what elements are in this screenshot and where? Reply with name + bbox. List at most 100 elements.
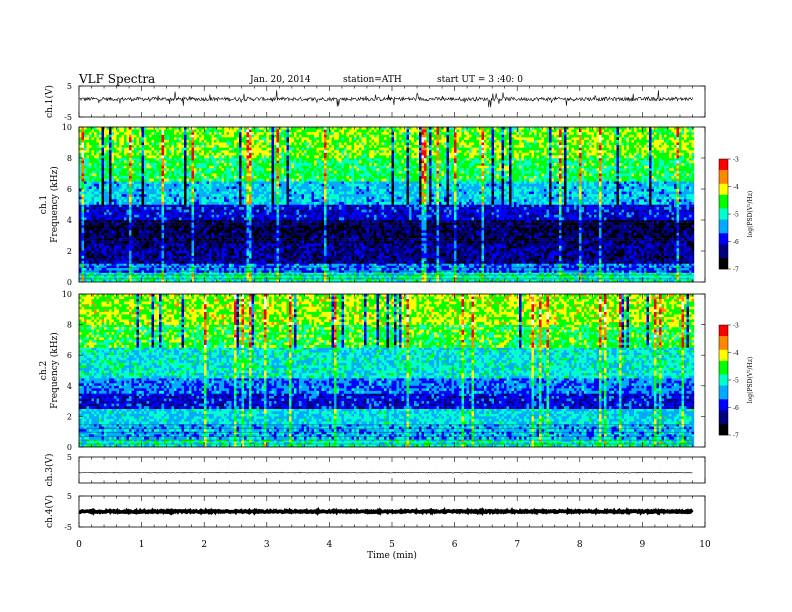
psd-cell xyxy=(554,270,557,273)
psd-cell xyxy=(632,225,635,228)
psd-cell xyxy=(262,253,265,256)
psd-cell xyxy=(484,225,487,228)
psd-cell xyxy=(317,256,320,259)
psd-cell xyxy=(109,275,112,278)
psd-cell xyxy=(619,246,622,249)
psd-cell xyxy=(677,220,680,223)
psd-cell xyxy=(154,246,157,249)
psd-cell xyxy=(547,263,550,266)
psd-cell xyxy=(394,228,397,231)
psd-cell xyxy=(482,263,485,266)
psd-cell xyxy=(204,263,207,266)
psd-cell xyxy=(552,246,555,249)
psd-cell xyxy=(222,243,225,246)
psd-cell xyxy=(527,246,530,249)
psd-cell xyxy=(274,263,277,266)
psd-cell xyxy=(119,220,122,223)
psd-cell xyxy=(242,246,245,249)
psd-cell xyxy=(159,225,162,228)
psd-cell xyxy=(572,263,575,266)
psd-cell xyxy=(554,275,557,278)
psd-cell xyxy=(212,266,215,269)
psd-cell xyxy=(249,220,252,223)
psd-cell xyxy=(627,266,630,269)
psd-cell xyxy=(212,253,215,256)
psd-cell xyxy=(192,275,195,278)
psd-cell xyxy=(84,225,87,228)
psd-cell xyxy=(689,268,692,271)
psd-cell xyxy=(112,261,115,264)
psd-cell xyxy=(582,251,585,254)
psd-cell xyxy=(374,220,377,223)
psd-cell xyxy=(507,256,510,259)
psd-cell xyxy=(414,258,417,261)
psd-cell xyxy=(642,243,645,246)
psd-cell xyxy=(129,263,132,266)
psd-cell xyxy=(407,258,410,261)
psd-cell xyxy=(244,246,247,249)
psd-cell xyxy=(619,275,622,278)
psd-cell xyxy=(369,251,372,254)
psd-cell xyxy=(634,270,637,273)
psd-cell xyxy=(247,275,250,278)
psd-cell xyxy=(542,258,545,261)
psd-cell xyxy=(347,277,350,280)
psd-cell xyxy=(164,270,167,273)
psd-cell xyxy=(104,270,107,273)
psd-cell xyxy=(592,248,595,251)
psd-cell xyxy=(562,253,565,256)
psd-cell xyxy=(407,228,410,231)
psd-cell xyxy=(317,225,320,228)
psd-cell xyxy=(342,248,345,251)
psd-cell xyxy=(537,266,540,269)
psd-cell xyxy=(472,248,475,251)
psd-cell xyxy=(482,251,485,254)
psd-cell xyxy=(562,223,565,226)
psd-cell xyxy=(284,256,287,259)
psd-cell xyxy=(429,258,432,261)
psd-cell xyxy=(664,261,667,264)
psd-cell xyxy=(684,243,687,246)
psd-cell xyxy=(344,258,347,261)
psd-cell xyxy=(102,251,105,254)
psd-cell xyxy=(367,248,370,251)
psd-cell xyxy=(442,266,445,269)
psd-cell xyxy=(244,263,247,266)
psd-cell xyxy=(667,266,670,269)
psd-cell xyxy=(409,223,412,226)
psd-cell xyxy=(392,223,395,226)
psd-cell xyxy=(404,275,407,278)
psd-cell xyxy=(624,251,627,254)
psd-cell xyxy=(339,220,342,223)
psd-cell xyxy=(159,251,162,254)
psd-cell xyxy=(387,277,390,280)
psd-cell xyxy=(559,258,562,261)
psd-cell xyxy=(449,248,452,251)
psd-cell xyxy=(637,270,640,273)
psd-cell xyxy=(547,243,550,246)
psd-cell xyxy=(232,223,235,226)
psd-cell xyxy=(599,248,602,251)
psd-cell xyxy=(664,253,667,256)
psd-cell xyxy=(92,275,95,278)
psd-cell xyxy=(307,256,310,259)
psd-cell xyxy=(277,248,280,251)
psd-cell xyxy=(379,246,382,249)
psd-cell xyxy=(147,248,150,251)
psd-cell xyxy=(217,256,220,259)
psd-cell xyxy=(607,277,610,280)
psd-cell xyxy=(184,277,187,280)
psd-cell xyxy=(337,277,340,280)
psd-cell xyxy=(469,275,472,278)
psd-cell xyxy=(397,223,400,226)
psd-cell xyxy=(402,251,405,254)
psd-cell xyxy=(442,270,445,273)
psd-cell xyxy=(579,256,582,259)
psd-cell xyxy=(617,277,620,280)
psd-cell xyxy=(462,253,465,256)
psd-cell xyxy=(179,225,182,228)
psd-cell xyxy=(544,220,547,223)
psd-cell xyxy=(597,266,600,269)
psd-cell xyxy=(127,275,130,278)
psd-cell xyxy=(399,258,402,261)
